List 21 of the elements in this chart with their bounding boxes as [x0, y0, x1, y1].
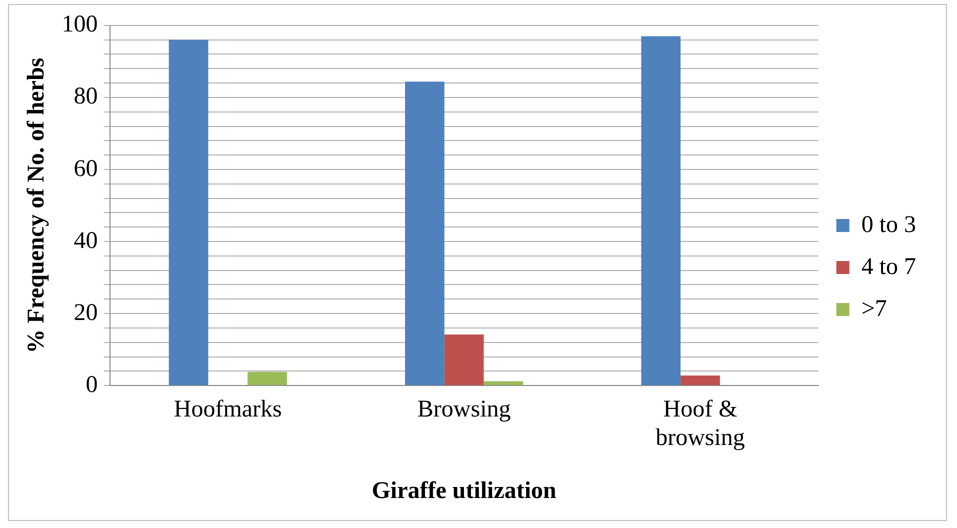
- bar: [168, 40, 208, 386]
- bar: [405, 82, 444, 386]
- bar: [680, 376, 720, 386]
- legend-label: 4 to 7: [861, 254, 916, 280]
- y-tick-label: 0: [86, 372, 98, 398]
- bar: [484, 381, 524, 386]
- x-axis-title: Giraffe utilization: [372, 478, 556, 504]
- bar: [248, 372, 287, 386]
- legend-label: >7: [861, 296, 887, 322]
- y-tick-label: 60: [74, 156, 98, 182]
- y-tick-label: 80: [74, 84, 98, 110]
- x-tick-label: Hoofmarks: [174, 396, 282, 422]
- x-tick-label: Browsing: [417, 396, 511, 422]
- y-axis-title: % Frequency of No. of herbs: [24, 58, 50, 354]
- bar: [641, 36, 681, 386]
- y-tick-label: 20: [74, 300, 98, 326]
- y-tick-label: 40: [74, 228, 98, 254]
- x-tick-label: Hoof & browsing: [656, 396, 745, 452]
- bar: [444, 334, 484, 386]
- legend-label: 0 to 3: [861, 212, 916, 238]
- y-tick-label: 100: [62, 12, 98, 38]
